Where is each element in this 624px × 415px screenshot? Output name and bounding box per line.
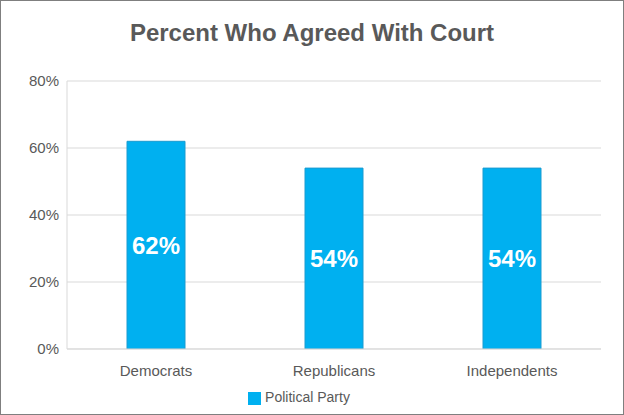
- svg-text:80%: 80%: [29, 72, 59, 89]
- svg-text:60%: 60%: [29, 139, 59, 156]
- svg-text:0%: 0%: [37, 340, 59, 357]
- html-text:Percent Who Agreed With Court: Percent Who Agreed With Court: [129, 19, 495, 46]
- svg-text:Independents: Independents: [467, 362, 558, 379]
- svg-text:Democrats: Democrats: [120, 362, 193, 379]
- svg-text:40%: 40%: [29, 206, 59, 223]
- svg-text:20%: 20%: [29, 273, 59, 290]
- svg-text:62%: 62%: [132, 232, 180, 259]
- html-text:Political Party: Political Party: [265, 389, 350, 405]
- svg-text:Republicans: Republicans: [293, 362, 376, 379]
- svg-text:54%: 54%: [310, 245, 358, 272]
- svg-text:54%: 54%: [488, 245, 536, 272]
